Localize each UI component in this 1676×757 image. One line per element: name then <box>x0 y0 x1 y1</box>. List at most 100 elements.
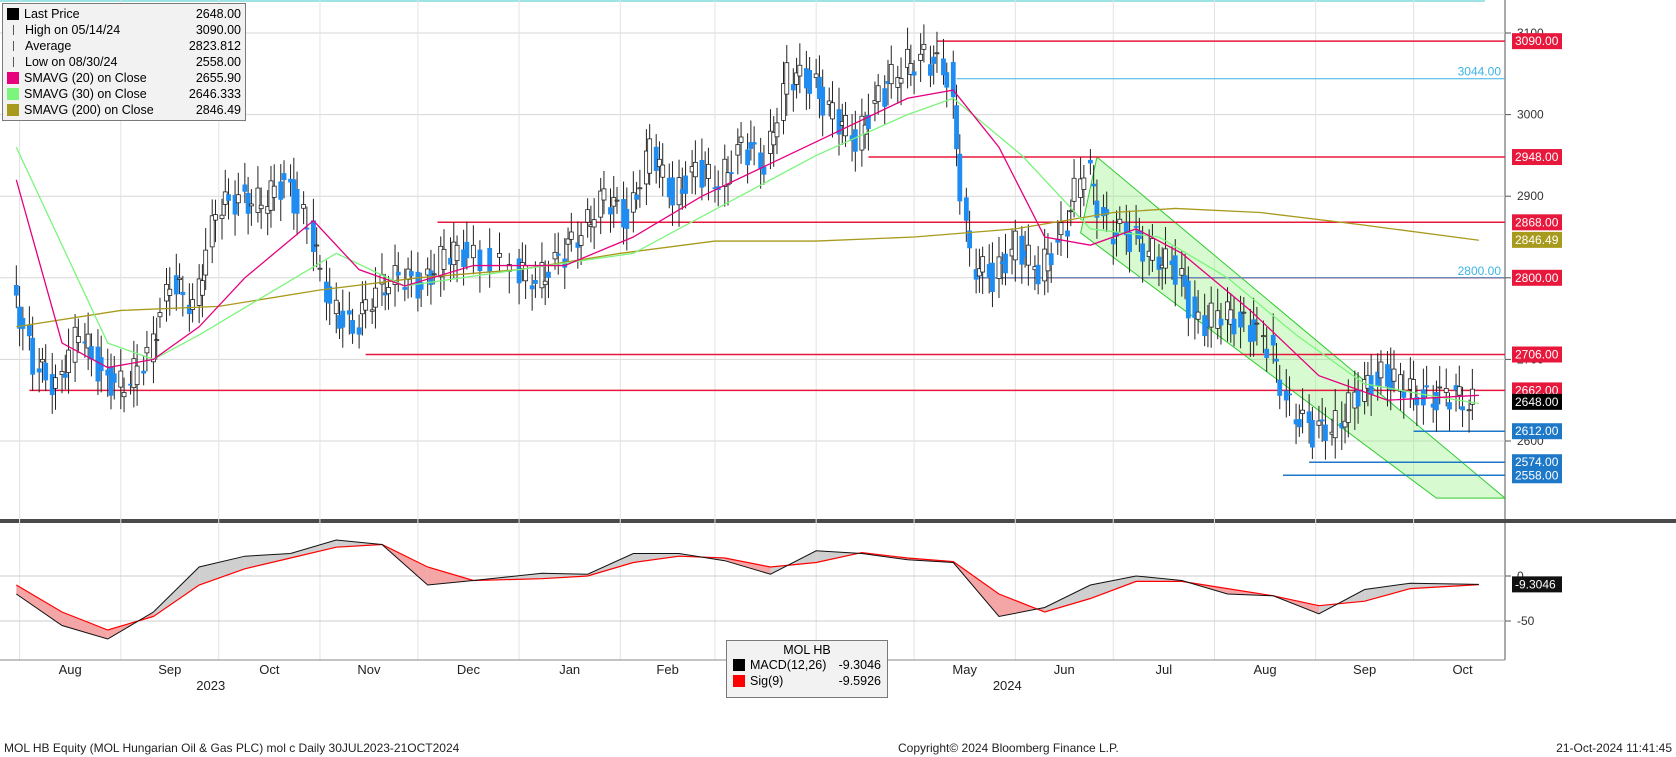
price-bar-body <box>1306 411 1312 424</box>
price-bar-body <box>43 362 49 381</box>
macd-last-tag <box>1512 576 1562 593</box>
month-label: Nov <box>357 662 381 677</box>
price-bar-body <box>464 241 470 259</box>
price-bar-body <box>75 336 81 343</box>
price-bar-body <box>852 129 858 152</box>
price-bar-body <box>1058 222 1064 236</box>
price-bar-body <box>1172 255 1178 285</box>
level-tag-label: 2948.00 <box>1515 150 1559 164</box>
price-bar-body <box>242 184 248 192</box>
price-bar-body <box>1296 419 1302 428</box>
price-bar-body <box>591 219 597 228</box>
price-bar-body <box>758 152 764 170</box>
price-bar-body <box>294 188 300 214</box>
price-bar-body <box>1456 386 1462 396</box>
price-bar-body <box>1362 379 1368 402</box>
price-bar-body <box>918 53 924 61</box>
price-bar-body <box>232 194 238 215</box>
price-bar-body <box>692 161 698 178</box>
price-bar-body <box>1466 409 1472 412</box>
macd-fill <box>244 553 291 569</box>
price-bar-body <box>728 172 734 174</box>
price-bar-body <box>85 333 91 349</box>
price-bar-body <box>996 256 1002 279</box>
price-bar-body <box>386 287 391 295</box>
price-bar-body <box>797 64 803 77</box>
price-bar-body <box>418 282 424 290</box>
price-bar-body <box>369 309 375 312</box>
price-bar-body <box>1414 396 1420 406</box>
macd-fill <box>16 585 63 626</box>
macd-legend-label: Sig(9) <box>750 674 784 688</box>
price-bar-body <box>1019 235 1025 265</box>
macd-panel: 0 -50 -9.3046 <box>0 539 1562 640</box>
price-bar-body <box>363 299 369 311</box>
level-label: 2800.00 <box>1458 264 1502 278</box>
price-bar-body <box>36 368 42 373</box>
price-bar-body <box>213 214 218 221</box>
panel-divider <box>0 519 1676 523</box>
price-bar-body <box>601 188 607 201</box>
price-bar-body <box>497 252 502 258</box>
price-bar-body <box>905 48 910 68</box>
price-bar-body <box>408 271 414 277</box>
price-bar-body <box>1261 335 1266 338</box>
price-bar-body <box>271 185 277 198</box>
level-tag <box>1512 214 1562 231</box>
legend-swatch <box>13 57 20 67</box>
price-bar-body <box>395 271 401 276</box>
price-bar-body <box>1355 390 1361 407</box>
price-bar-body <box>177 277 182 280</box>
price-bar-body <box>1316 420 1322 426</box>
price-bar-body <box>1401 391 1407 398</box>
level-lines: 3044.00 2800.00 <box>29 40 1505 477</box>
price-bar-body <box>203 249 209 276</box>
price-bar-body <box>957 153 963 202</box>
macd-fill <box>427 567 474 585</box>
price-bar-body <box>209 215 215 248</box>
month-label: Aug <box>59 662 82 677</box>
price-bar-body <box>761 166 767 175</box>
level-tag <box>1512 149 1562 166</box>
price-bar-body <box>1254 322 1260 325</box>
price-bar-body <box>1378 361 1384 379</box>
macd-fill <box>633 553 680 563</box>
price-bar-body <box>934 52 940 55</box>
price-bar-body <box>516 258 522 284</box>
macd-line <box>16 539 1479 640</box>
price-bar-body <box>314 244 320 247</box>
price-bar-body <box>598 190 604 218</box>
price-bar-body <box>431 273 437 276</box>
price-bar-body <box>781 83 786 121</box>
price-bar-body <box>154 339 160 342</box>
level-tag-label: 2648.00 <box>1515 395 1559 409</box>
price-bar-body <box>820 86 826 116</box>
level-tag-label: 2612.00 <box>1515 424 1559 438</box>
macd-fill <box>998 594 1045 617</box>
price-bar-body <box>333 299 339 315</box>
price-bar-body <box>111 373 117 383</box>
price-bar-body <box>477 249 483 272</box>
price-bar-body <box>1104 209 1110 215</box>
price-bar-body <box>1398 374 1403 392</box>
price-bar-body <box>66 349 71 373</box>
price-bar-body <box>200 280 205 296</box>
price-bar-body <box>17 306 22 329</box>
price-tick-label: 3000 <box>1517 108 1544 122</box>
price-bar-body <box>898 78 904 84</box>
price-bar-body <box>542 280 548 286</box>
price-bar-body <box>699 159 705 188</box>
price-bar-body <box>304 227 310 230</box>
price-bar-body <box>40 359 45 363</box>
footer-security: MOL HB Equity (MOL Hungarian Oil & Gas P… <box>4 741 460 755</box>
legend-value: 2655.90 <box>195 71 241 85</box>
level-tag <box>1512 33 1562 50</box>
price-bar-body <box>1012 230 1018 261</box>
price-bar-body <box>356 327 362 335</box>
price-bar-body <box>1274 358 1279 362</box>
price-bar-body <box>121 392 127 398</box>
price-bar-body <box>911 71 917 76</box>
price-bar-body <box>647 138 653 174</box>
legend-swatch <box>7 104 19 116</box>
price-bar-body <box>1156 256 1162 270</box>
